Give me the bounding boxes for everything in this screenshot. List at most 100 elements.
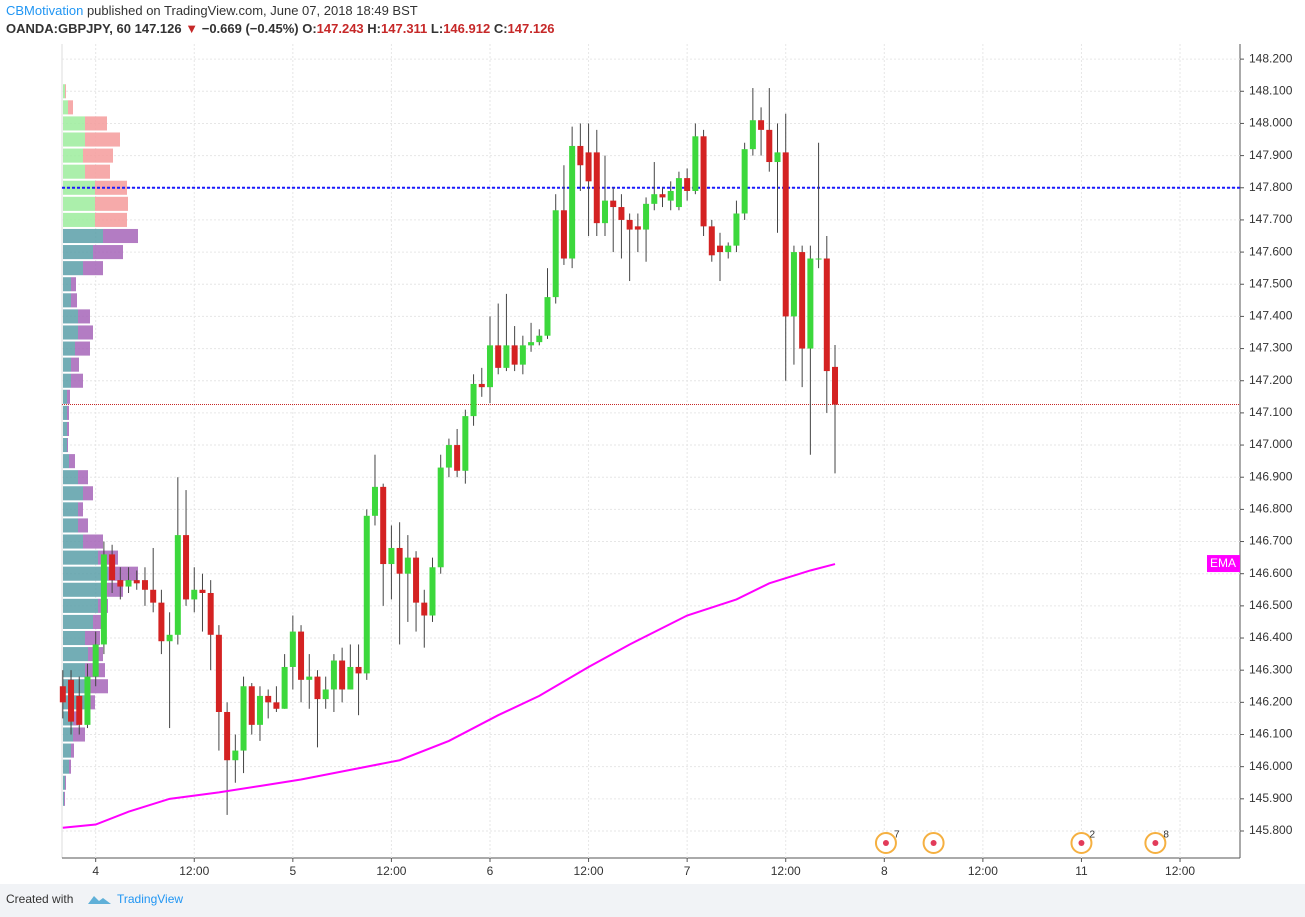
change-arrow: ▼ [185,21,198,36]
candle-body [749,120,756,150]
profile-up [63,630,85,646]
profile-up [63,261,83,276]
candle-body [68,679,75,722]
profile-up [63,196,95,211]
candle-body [733,213,740,246]
y-tick-label: 147.000 [1249,437,1293,451]
candle-body [766,129,773,163]
candle-body [133,580,140,584]
profile-down [83,534,103,549]
profile-down [85,164,110,179]
candle-body [544,297,551,336]
candle-body [166,634,173,642]
candle-body [577,145,584,166]
candle-body [782,152,789,317]
x-tick-label: 8 [881,864,888,878]
change: −0.669 (−0.45%) [202,21,299,36]
profile-up [63,502,78,517]
profile-down [78,325,93,340]
ohlc-label: H: [367,21,381,36]
profile-down [93,245,123,260]
y-tick-label: 146.000 [1249,759,1293,773]
ohlc-label: C: [494,21,508,36]
candle-body [643,203,650,230]
candle-body [495,345,502,368]
candle-body [215,634,222,712]
profile-down [67,438,68,453]
candle-body [289,631,296,667]
profile-down [85,116,107,131]
footer-prefix: Created with [6,892,73,906]
profile-up [63,293,71,308]
y-tick-label: 147.300 [1249,341,1293,355]
candle-body [404,557,411,574]
profile-down [78,518,88,533]
profile-up [63,309,78,324]
profile-down [67,405,69,420]
y-tick-label: 147.700 [1249,212,1293,226]
candle-body [560,210,567,259]
footer-brand[interactable]: TradingView [117,892,183,906]
candle-body [741,149,748,214]
candle-body [59,686,66,703]
profile-down [67,421,69,437]
candle-body [536,335,543,343]
profile-down [78,502,83,517]
candle-body [799,252,806,349]
profile-up [63,277,71,292]
profile-up [63,679,88,694]
profile-down [88,679,108,694]
profile-up [63,791,64,806]
candle-body [314,676,321,700]
x-tick-label: 12:00 [771,864,801,878]
profile-up [63,325,78,340]
candle-body [684,178,691,191]
profile-down [73,711,78,726]
candle-body [256,695,263,725]
profile-down [95,196,128,211]
published: published on TradingView.com, June 07, 2… [87,3,418,18]
profile-up [63,518,78,533]
x-tick-label: 6 [487,864,494,878]
candle-body [281,666,288,709]
y-tick-label: 146.600 [1249,566,1293,580]
profile-down [69,454,75,469]
candle-body [486,345,493,388]
candle-body [273,702,280,709]
author[interactable]: CBMotivation [6,3,83,18]
x-tick-label: 12:00 [968,864,998,878]
candle-body [330,660,337,690]
y-tick-label: 146.400 [1249,630,1293,644]
profile-down [65,84,66,99]
profile-up [63,357,71,372]
candle-body [363,515,370,674]
candle-body [462,416,469,471]
candle-body [158,602,165,642]
profile-up [63,711,73,726]
candle-body [758,120,765,130]
profile-up [63,116,85,131]
candle-body [470,383,477,417]
candle-body [618,207,625,220]
candle-body [232,750,239,761]
profile-up [63,373,71,388]
y-tick-label: 146.700 [1249,534,1293,548]
profile-up [63,148,83,163]
profile-up [63,164,85,179]
candle-body [207,592,214,635]
y-tick-label: 147.600 [1249,244,1293,258]
candle-body [306,676,313,680]
candle-body [421,602,428,616]
candle-body [388,547,395,565]
profile-up [63,245,93,260]
candle-body [224,711,231,761]
ohlc-value: 147.126 [508,21,555,36]
candle-body [790,252,797,317]
profile-down [95,180,127,195]
candle-body [76,695,83,725]
candle-body [191,589,198,600]
candle-body [569,145,576,259]
profile-down [71,373,83,388]
